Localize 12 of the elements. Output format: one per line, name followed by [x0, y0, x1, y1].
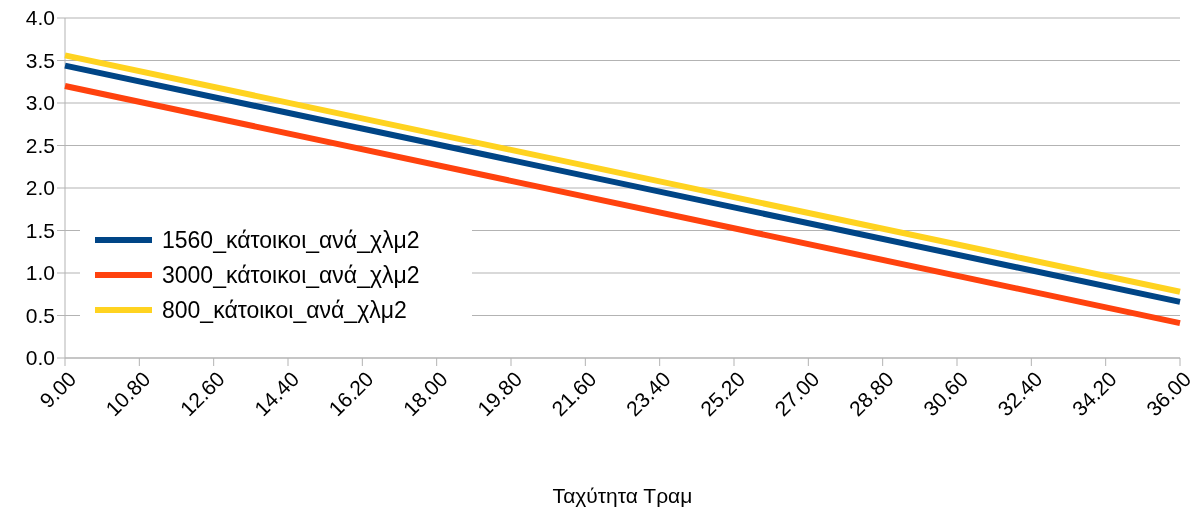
y-tick-label: 1.0: [25, 261, 55, 285]
legend-label: 800_κάτοικοι_ανά_χλμ2: [162, 297, 407, 324]
y-tick-label: 2.0: [25, 176, 55, 200]
y-tick-label: 3.5: [25, 48, 55, 72]
y-tick-label: 2.5: [25, 133, 55, 157]
y-tick-label: 1.5: [25, 218, 55, 242]
y-tick-label: 0.5: [25, 303, 55, 327]
legend-label: 1560_κάτοικοι_ανά_χλμ2: [162, 227, 420, 254]
y-tick-label: 3.0: [25, 91, 55, 115]
x-axis-title: Ταχύτητα Τραμ: [552, 484, 693, 507]
y-tick-label: 4.0: [25, 6, 55, 30]
legend-label: 3000_κάτοικοι_ανά_χλμ2: [162, 262, 420, 289]
